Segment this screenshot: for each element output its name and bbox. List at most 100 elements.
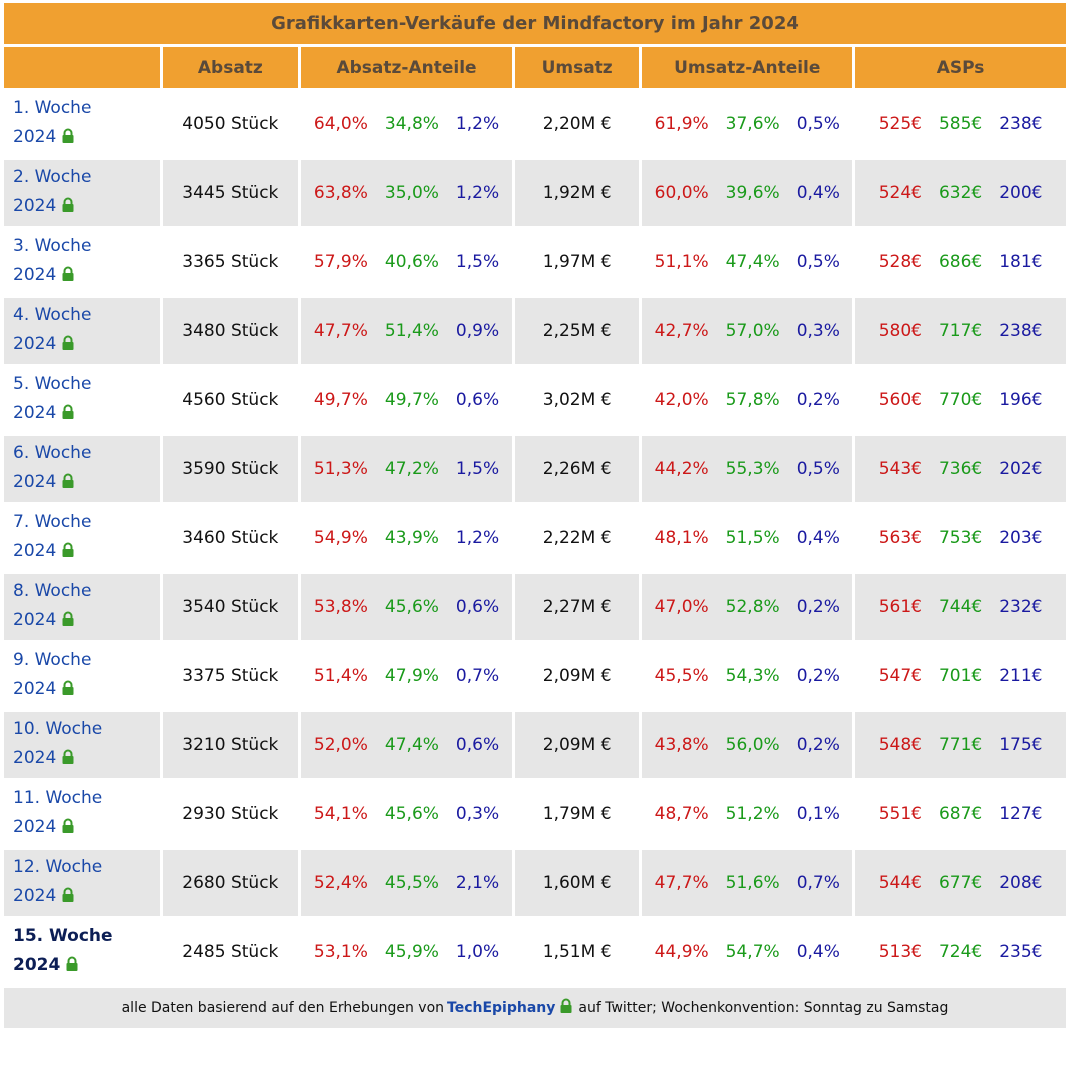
week-label[interactable]: 8. Woche xyxy=(13,581,92,601)
absatz-share-intel: 1,5% xyxy=(455,252,500,272)
week-year[interactable]: 2024 xyxy=(13,817,57,837)
umsatz-cell: 3,02M € xyxy=(514,367,640,433)
header-row: Absatz Absatz-Anteile Umsatz Umsatz-Ante… xyxy=(4,47,1066,88)
umsatz-share-nvidia: 55,3% xyxy=(725,459,780,479)
week-cell[interactable]: 4. Woche 2024 xyxy=(4,298,160,364)
absatz-share-amd: 53,8% xyxy=(313,597,368,617)
table-row: 9. Woche 2024 3375 Stück 51,4% 47,9% 0,7% 2,09… xyxy=(4,643,1066,709)
week-cell[interactable]: 10. Woche 2024 xyxy=(4,712,160,778)
week-label[interactable]: 15. Woche xyxy=(13,926,113,946)
week-label[interactable]: 5. Woche xyxy=(13,374,92,394)
week-label[interactable]: 1. Woche xyxy=(13,98,92,118)
asps-cell: 563€ 753€ 203€ xyxy=(855,505,1066,571)
absatz-cell: 3445 Stück xyxy=(162,160,299,226)
table-row: 10. Woche 2024 3210 Stück 52,0% 47,4% 0,6% 2,0… xyxy=(4,712,1066,778)
absatz-anteile-cell: 53,8% 45,6% 0,6% xyxy=(301,574,512,640)
asp-amd: 544€ xyxy=(878,873,922,893)
week-cell[interactable]: 1. Woche 2024 xyxy=(4,91,160,157)
umsatz-share-amd: 61,9% xyxy=(654,114,709,134)
asp-intel: 202€ xyxy=(999,459,1043,479)
umsatz-anteile-cell: 44,9% 54,7% 0,4% xyxy=(642,919,853,985)
week-label[interactable]: 6. Woche xyxy=(13,443,92,463)
week-cell[interactable]: 15. Woche 2024 xyxy=(4,919,160,985)
asp-amd: 560€ xyxy=(878,390,922,410)
absatz-share-intel: 1,2% xyxy=(455,114,500,134)
week-year[interactable]: 2024 xyxy=(13,265,57,285)
week-label[interactable]: 9. Woche xyxy=(13,650,92,670)
lock-icon xyxy=(60,815,76,844)
lock-icon xyxy=(64,953,80,982)
week-label[interactable]: 11. Woche xyxy=(13,788,103,808)
week-label[interactable]: 12. Woche xyxy=(13,857,103,877)
absatz-anteile-cell: 51,3% 47,2% 1,5% xyxy=(301,436,512,502)
week-year[interactable]: 2024 xyxy=(13,679,57,699)
absatz-share-amd: 47,7% xyxy=(313,321,368,341)
absatz-anteile-cell: 49,7% 49,7% 0,6% xyxy=(301,367,512,433)
asps-cell: 561€ 744€ 232€ xyxy=(855,574,1066,640)
week-cell[interactable]: 6. Woche 2024 xyxy=(4,436,160,502)
week-cell[interactable]: 9. Woche 2024 xyxy=(4,643,160,709)
week-cell[interactable]: 12. Woche 2024 xyxy=(4,850,160,916)
umsatz-share-intel: 0,5% xyxy=(796,459,840,479)
asp-intel: 208€ xyxy=(999,873,1043,893)
week-year[interactable]: 2024 xyxy=(13,334,57,354)
week-year[interactable]: 2024 xyxy=(13,127,57,147)
umsatz-cell: 2,09M € xyxy=(514,643,640,709)
asps-cell: 548€ 771€ 175€ xyxy=(855,712,1066,778)
umsatz-anteile-cell: 45,5% 54,3% 0,2% xyxy=(642,643,853,709)
umsatz-share-amd: 42,7% xyxy=(654,321,709,341)
lock-icon xyxy=(60,608,76,637)
techepiphany-link[interactable]: TechEpiphany xyxy=(447,1000,556,1016)
week-year[interactable]: 2024 xyxy=(13,196,57,216)
week-cell[interactable]: 8. Woche 2024 xyxy=(4,574,160,640)
asp-amd: 563€ xyxy=(878,528,922,548)
week-label[interactable]: 2. Woche xyxy=(13,167,92,187)
umsatz-share-intel: 0,2% xyxy=(796,666,840,686)
week-label[interactable]: 3. Woche xyxy=(13,236,92,256)
week-cell[interactable]: 7. Woche 2024 xyxy=(4,505,160,571)
table-row: 4. Woche 2024 3480 Stück 47,7% 51,4% 0,9% 2,25… xyxy=(4,298,1066,364)
week-cell[interactable]: 2. Woche 2024 xyxy=(4,160,160,226)
umsatz-share-amd: 47,7% xyxy=(654,873,709,893)
umsatz-anteile-cell: 42,7% 57,0% 0,3% xyxy=(642,298,853,364)
umsatz-share-intel: 0,5% xyxy=(796,252,840,272)
footer-note: alle Daten basierend auf den Erhebungen … xyxy=(4,988,1066,1028)
umsatz-share-nvidia: 51,5% xyxy=(725,528,780,548)
week-year[interactable]: 2024 xyxy=(13,955,61,975)
lock-icon xyxy=(60,194,76,223)
week-label[interactable]: 10. Woche xyxy=(13,719,103,739)
asp-nvidia: 724€ xyxy=(938,942,983,962)
asp-nvidia: 701€ xyxy=(938,666,983,686)
week-cell[interactable]: 3. Woche 2024 xyxy=(4,229,160,295)
asp-nvidia: 736€ xyxy=(938,459,983,479)
umsatz-share-nvidia: 54,7% xyxy=(725,942,780,962)
lock-icon xyxy=(60,746,76,775)
week-year[interactable]: 2024 xyxy=(13,472,57,492)
asp-nvidia: 771€ xyxy=(938,735,983,755)
absatz-share-amd: 52,4% xyxy=(313,873,368,893)
absatz-share-nvidia: 45,5% xyxy=(384,873,439,893)
week-cell[interactable]: 11. Woche 2024 xyxy=(4,781,160,847)
absatz-cell: 3375 Stück xyxy=(162,643,299,709)
week-year[interactable]: 2024 xyxy=(13,748,57,768)
umsatz-share-amd: 48,1% xyxy=(654,528,709,548)
umsatz-cell: 2,20M € xyxy=(514,91,640,157)
week-label[interactable]: 4. Woche xyxy=(13,305,92,325)
week-year[interactable]: 2024 xyxy=(13,610,57,630)
lock-icon xyxy=(60,470,76,499)
week-year[interactable]: 2024 xyxy=(13,541,57,561)
asp-amd: 548€ xyxy=(878,735,922,755)
header-umsatz-anteile: Umsatz-Anteile xyxy=(642,47,853,88)
asp-nvidia: 632€ xyxy=(938,183,983,203)
week-cell[interactable]: 5. Woche 2024 xyxy=(4,367,160,433)
absatz-cell: 3590 Stück xyxy=(162,436,299,502)
absatz-cell: 3540 Stück xyxy=(162,574,299,640)
lock-icon xyxy=(60,539,76,568)
week-label[interactable]: 7. Woche xyxy=(13,512,92,532)
week-year[interactable]: 2024 xyxy=(13,403,57,423)
week-year[interactable]: 2024 xyxy=(13,886,57,906)
umsatz-anteile-cell: 48,1% 51,5% 0,4% xyxy=(642,505,853,571)
table-row: 3. Woche 2024 3365 Stück 57,9% 40,6% 1,5% 1,97… xyxy=(4,229,1066,295)
asp-nvidia: 585€ xyxy=(938,114,983,134)
umsatz-share-intel: 0,3% xyxy=(796,321,840,341)
